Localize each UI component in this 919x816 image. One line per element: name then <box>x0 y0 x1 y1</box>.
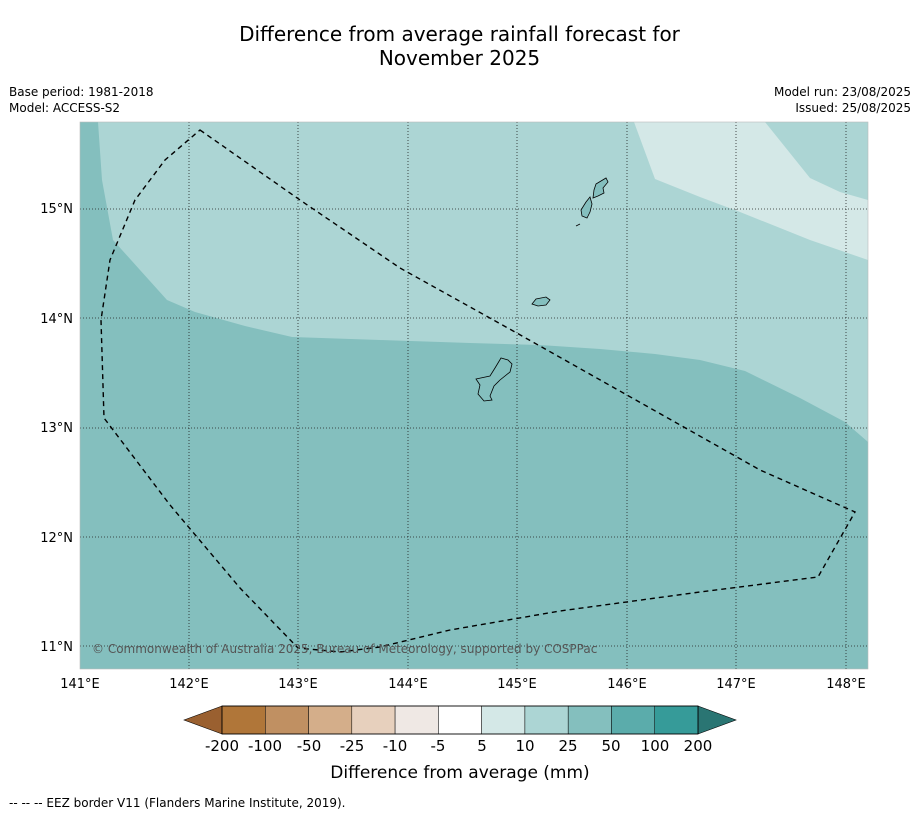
lon-tick-146: 146°E <box>607 677 647 692</box>
lon-tick-144: 144°E <box>388 677 428 692</box>
colorbar-label-m100: -100 <box>248 737 282 755</box>
base-period: Base period: 1981-2018 <box>9 85 154 99</box>
colorbar-arrow-low <box>183 705 223 735</box>
colorbar-arrow-high <box>697 705 737 735</box>
lat-tick-12: 12°N <box>40 531 73 546</box>
lon-tick-labels: 141°E 142°E 143°E 144°E 145°E 146°E 147°… <box>60 677 866 692</box>
eez-border <box>100 129 856 653</box>
lon-tick-142: 142°E <box>169 677 209 692</box>
lat-tick-14: 14°N <box>40 312 73 327</box>
island-north-3 <box>575 223 581 227</box>
island-south-large <box>475 357 513 402</box>
map-area: © Commonwealth of Australia 2025, Bureau… <box>80 122 868 669</box>
issued-date: Issued: 25/08/2025 <box>795 101 911 115</box>
colorbar-segment <box>611 705 655 735</box>
meta-left: Base period: 1981-2018 Model: ACCESS-S2 <box>9 84 154 116</box>
colorbar-label-m200: -200 <box>205 737 239 755</box>
lon-tick-141: 141°E <box>60 677 100 692</box>
lon-tick-145: 145°E <box>497 677 537 692</box>
region-5-10 <box>634 122 868 260</box>
colorbar-label-5: 5 <box>477 737 487 755</box>
island-north <box>592 177 609 199</box>
colorbar-label-50: 50 <box>601 737 620 755</box>
colorbar-segment <box>394 705 439 735</box>
colorbar-segment <box>308 705 353 735</box>
lat-tick-labels: 15°N 14°N 13°N 12°N 11°N <box>40 202 73 655</box>
model-name: Model: ACCESS-S2 <box>9 101 121 115</box>
colorbar-segment <box>221 705 266 735</box>
island-north-2 <box>580 196 593 219</box>
map-frame <box>79 121 869 670</box>
island-small-north <box>531 296 551 307</box>
map-gridlines <box>80 122 868 669</box>
model-run: Model run: 23/08/2025 <box>773 85 911 99</box>
colorbar-segment <box>524 705 569 735</box>
title-line-1: Difference from average rainfall forecas… <box>239 22 680 46</box>
colorbar-label-100: 100 <box>641 737 670 755</box>
lat-tick-13: 13°N <box>40 421 73 436</box>
copyright-notice: © Commonwealth of Australia 2025, Bureau… <box>92 642 597 656</box>
colorbar-frame <box>221 705 699 735</box>
lon-tick-143: 143°E <box>278 677 318 692</box>
islands <box>475 177 609 402</box>
colorbar-segment <box>438 705 482 735</box>
colorbar-label-m25: -25 <box>340 737 365 755</box>
colorbar-label-m50: -50 <box>297 737 322 755</box>
chart-title: Difference from average rainfall forecas… <box>0 22 919 70</box>
title-line-2: November 2025 <box>378 46 541 70</box>
meta-right: Model run: 23/08/2025 Issued: 25/08/2025 <box>774 84 911 116</box>
colorbar-label-10: 10 <box>515 737 534 755</box>
colorbar-segment <box>654 705 699 735</box>
region-10-25 <box>98 122 868 442</box>
colorbar-segment <box>351 705 396 735</box>
eez-footnote: -- -- -- EEZ border V11 (Flanders Marine… <box>9 796 346 810</box>
lat-tick-11: 11°N <box>40 640 73 655</box>
colorbar-label-m5: -5 <box>431 737 446 755</box>
colorbar-label-m10: -10 <box>383 737 408 755</box>
lat-tick-15: 15°N <box>40 202 73 217</box>
lon-tick-148: 148°E <box>826 677 866 692</box>
colorbar-title: Difference from average (mm) <box>330 763 589 783</box>
colorbar: -200 -100 -50 -25 -10 -5 5 10 25 50 100 … <box>183 705 737 783</box>
colorbar-segment <box>265 705 309 735</box>
colorbar-label-25: 25 <box>558 737 577 755</box>
lon-tick-147: 147°E <box>716 677 756 692</box>
colorbar-segment <box>481 705 526 735</box>
colorbar-label-200: 200 <box>684 737 713 755</box>
colorbar-segment <box>567 705 612 735</box>
